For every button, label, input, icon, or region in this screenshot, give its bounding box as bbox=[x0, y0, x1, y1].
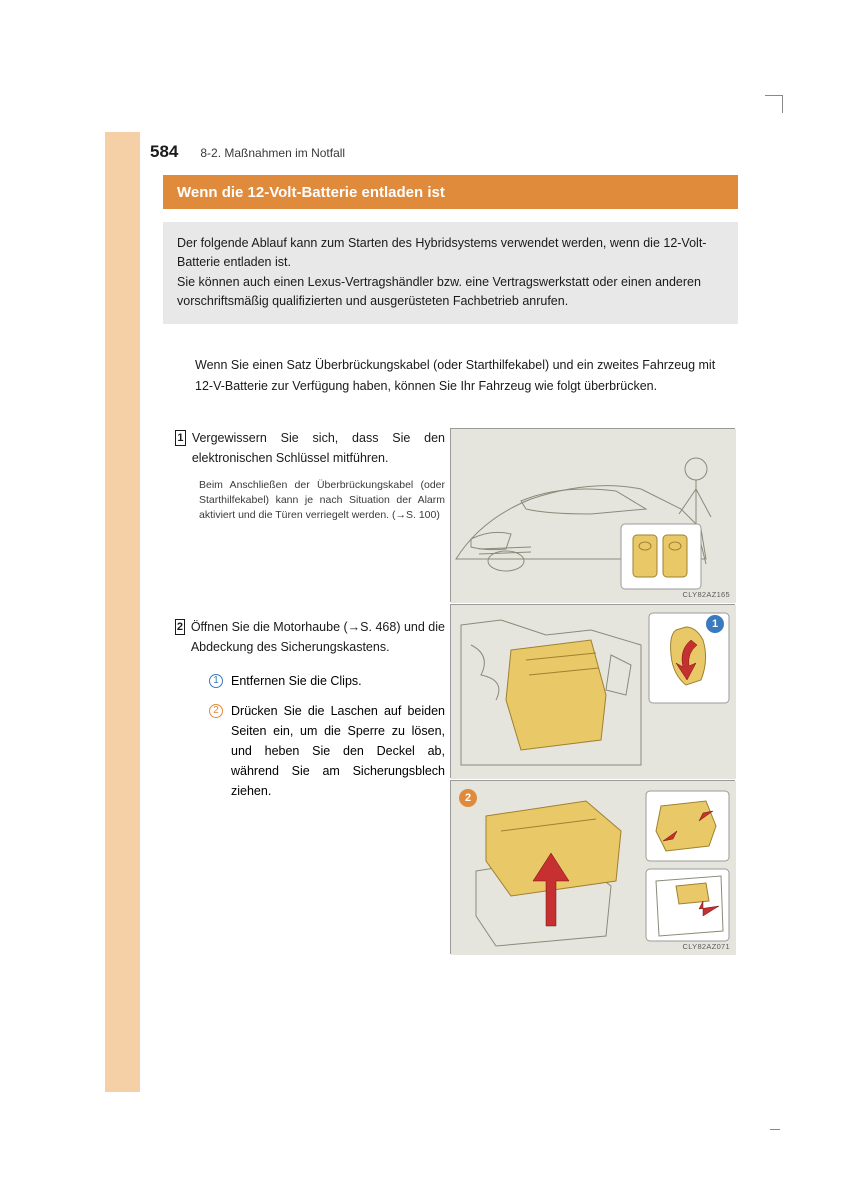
crop-mark-icon bbox=[770, 1128, 780, 1130]
step-1-note: Beim Anschließen der Überbrückungskabel … bbox=[199, 478, 445, 524]
sub-item-1-text: Entfernen Sie die Clips. bbox=[231, 671, 362, 691]
illus-1-label: CLY82AZ165 bbox=[683, 590, 730, 599]
title-text: Wenn die 12-Volt-Batterie entladen ist bbox=[177, 184, 445, 201]
sub-item-1: 1 Entfernen Sie die Clips. bbox=[209, 671, 445, 691]
step-marker-2: 2 bbox=[175, 619, 185, 635]
section-reference: 8-2. Maßnahmen im Notfall bbox=[200, 146, 345, 160]
step-1-text: Vergewissern Sie sich, dass Sie den elek… bbox=[192, 428, 445, 468]
circle-num-2: 2 bbox=[209, 704, 223, 718]
illustration-3: 2 CLY82AZ071 bbox=[450, 780, 735, 954]
body-intro-text: Wenn Sie einen Satz Überbrückungskabel (… bbox=[195, 358, 715, 393]
crop-mark-icon bbox=[765, 95, 783, 113]
illus-3-badge: 2 bbox=[459, 789, 477, 807]
intro-text: Der folgende Ablauf kann zum Starten des… bbox=[177, 236, 706, 308]
illus-3-label: CLY82AZ071 bbox=[683, 942, 730, 951]
page-header: 584 8-2. Maßnahmen im Notfall bbox=[150, 142, 735, 162]
page-number: 584 bbox=[150, 142, 178, 162]
step-2-text: Öffnen Sie die Motorhaube (→S. 468) und … bbox=[191, 617, 445, 657]
step-2: 2 Öffnen Sie die Motorhaube (→S. 468) un… bbox=[175, 617, 445, 811]
side-tab bbox=[105, 132, 140, 1092]
illustration-1: CLY82AZ165 bbox=[450, 428, 735, 602]
body-intro: Wenn Sie einen Satz Überbrückungskabel (… bbox=[195, 355, 735, 396]
title-bar: Wenn die 12-Volt-Batterie entladen ist bbox=[163, 175, 738, 209]
sub-item-2-text: Drücken Sie die Laschen auf beiden Seite… bbox=[231, 701, 445, 801]
step-1: 1 Vergewissern Sie sich, dass Sie den el… bbox=[175, 428, 445, 524]
step-2-sublist: 1 Entfernen Sie die Clips. 2 Drücken Sie… bbox=[209, 671, 445, 801]
circle-num-1: 1 bbox=[209, 674, 223, 688]
illus-2-badge: 1 bbox=[706, 615, 724, 633]
illustration-2: 1 bbox=[450, 604, 735, 778]
intro-box: Der folgende Ablauf kann zum Starten des… bbox=[163, 222, 738, 324]
step-marker-1: 1 bbox=[175, 430, 186, 446]
sub-item-2: 2 Drücken Sie die Laschen auf beiden Sei… bbox=[209, 701, 445, 801]
